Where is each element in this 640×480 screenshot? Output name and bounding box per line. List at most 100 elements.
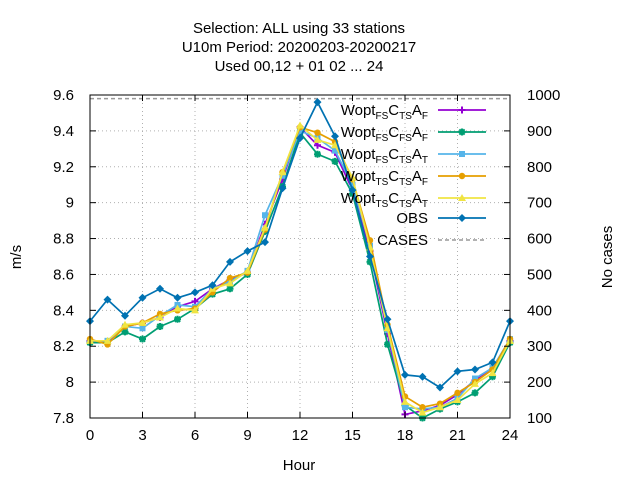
legend-label-part: Wopt: [341, 124, 377, 141]
y2-axis-label: No cases: [599, 226, 616, 289]
title-line-3: Used 00,12 + 01 02 ... 24: [215, 58, 384, 75]
legend-label: WoptTSCTSAT: [341, 190, 428, 210]
data-point: [173, 293, 182, 302]
data-point: [453, 367, 462, 376]
data-point: [453, 396, 462, 404]
legend-label-subscript: FS: [375, 155, 388, 166]
data-point: [488, 369, 497, 377]
data-point: [401, 397, 409, 405]
legend-label-part: A: [412, 146, 422, 163]
data-point: [384, 340, 391, 348]
data-point: [261, 223, 269, 231]
data-point: [331, 141, 339, 149]
legend-label-part: C: [388, 168, 399, 185]
data-point: [243, 247, 252, 256]
data-point: [297, 127, 303, 134]
x-tick-label: 9: [243, 427, 251, 444]
data-point: [191, 288, 199, 297]
legend-label: WoptTSCTSAF: [341, 168, 428, 188]
data-point: [103, 336, 112, 344]
chart-title: Selection: ALL using 33 stations U10m Pe…: [182, 20, 416, 75]
x-tick-label: 0: [86, 427, 94, 444]
data-point: [458, 106, 466, 114]
y-tick-label: 8.8: [53, 231, 74, 248]
data-point: [226, 257, 234, 266]
series-5: [86, 98, 514, 392]
data-point: [458, 172, 466, 180]
data-point: [471, 389, 479, 397]
y2-tick-label: 500: [527, 266, 552, 283]
x-tick-label: 24: [502, 427, 519, 444]
y2-tick-label: 900: [527, 123, 552, 140]
x-tick-label: 3: [138, 427, 146, 444]
y2-tick-label: 200: [527, 374, 552, 391]
data-point: [401, 370, 409, 379]
legend-label-subscript: TS: [399, 177, 412, 188]
data-point: [173, 304, 182, 312]
grid-lines: [90, 95, 510, 418]
legend-label-part: A: [412, 102, 422, 119]
legend-label-part: C: [388, 124, 399, 141]
y2-tick-label: 800: [527, 159, 552, 176]
data-point: [418, 408, 427, 416]
legend-label-part: Wopt: [341, 146, 377, 163]
legend-label: WoptFSCFSAF: [341, 124, 428, 144]
data-point: [314, 141, 321, 149]
data-point: [296, 134, 304, 143]
legend: WoptFSCTSAFWoptFSCFSAFWoptFSCTSATWoptTSC…: [341, 102, 486, 249]
data-point: [402, 404, 408, 411]
legend-label: WoptFSCTSAF: [341, 102, 428, 122]
data-point: [138, 293, 147, 302]
y-axis-ticks: 7.8 8 8.2 8.4 8.6 8.8 9 9.2 9.4 9.6: [53, 87, 96, 427]
data-point: [278, 184, 287, 193]
legend-label-subscript: TS: [375, 199, 388, 210]
legend-label-part: OBS: [396, 210, 428, 227]
legend-label-part: A: [412, 124, 422, 141]
x-tick-label: 18: [397, 427, 414, 444]
legend-label-subscript: FS: [399, 133, 412, 144]
y-tick-label: 8.4: [53, 302, 74, 319]
data-point: [418, 372, 427, 381]
legend-label-part: Wopt: [341, 102, 377, 119]
data-point: [121, 320, 129, 328]
data-point: [174, 315, 181, 323]
legend-label-part: C: [388, 146, 399, 163]
legend-label: WoptFSCTSAT: [341, 146, 428, 166]
legend-label-part: A: [412, 168, 422, 185]
x-axis-ticks: 0 3 6 9 12 15 18 21 24: [86, 95, 519, 444]
data-point: [471, 365, 479, 374]
data-point: [226, 274, 234, 282]
legend-label: OBS: [396, 210, 428, 227]
legend-label-part: C: [388, 102, 399, 119]
data-point: [472, 375, 478, 382]
legend-label-subscript: F: [422, 133, 428, 144]
legend-label-subscript: F: [422, 111, 428, 122]
data-point: [383, 315, 392, 324]
legend-label-subscript: TS: [399, 111, 412, 122]
data-point: [331, 157, 339, 165]
series-4: [86, 121, 514, 416]
data-point: [138, 318, 147, 326]
data-point: [226, 285, 234, 293]
data-point: [191, 306, 199, 314]
data-point: [459, 151, 465, 157]
x-tick-label: 12: [292, 427, 309, 444]
data-point: [471, 379, 479, 387]
legend-label-subscript: T: [422, 155, 428, 166]
data-point: [488, 358, 497, 367]
data-point: [262, 212, 268, 219]
data-point: [243, 266, 252, 274]
y-tick-label: 8.6: [53, 266, 74, 283]
y-tick-label: 9.4: [53, 123, 74, 140]
y-tick-label: 9.6: [53, 87, 74, 104]
x-tick-label: 15: [344, 427, 361, 444]
y2-tick-label: 300: [527, 338, 552, 355]
legend-label-subscript: F: [422, 177, 428, 188]
data-point: [458, 128, 466, 136]
data-point: [348, 186, 357, 195]
y-tick-label: 9.2: [53, 159, 74, 176]
legend-label-subscript: T: [422, 199, 428, 210]
data-point: [139, 325, 146, 332]
y-tick-label: 9: [66, 195, 74, 212]
